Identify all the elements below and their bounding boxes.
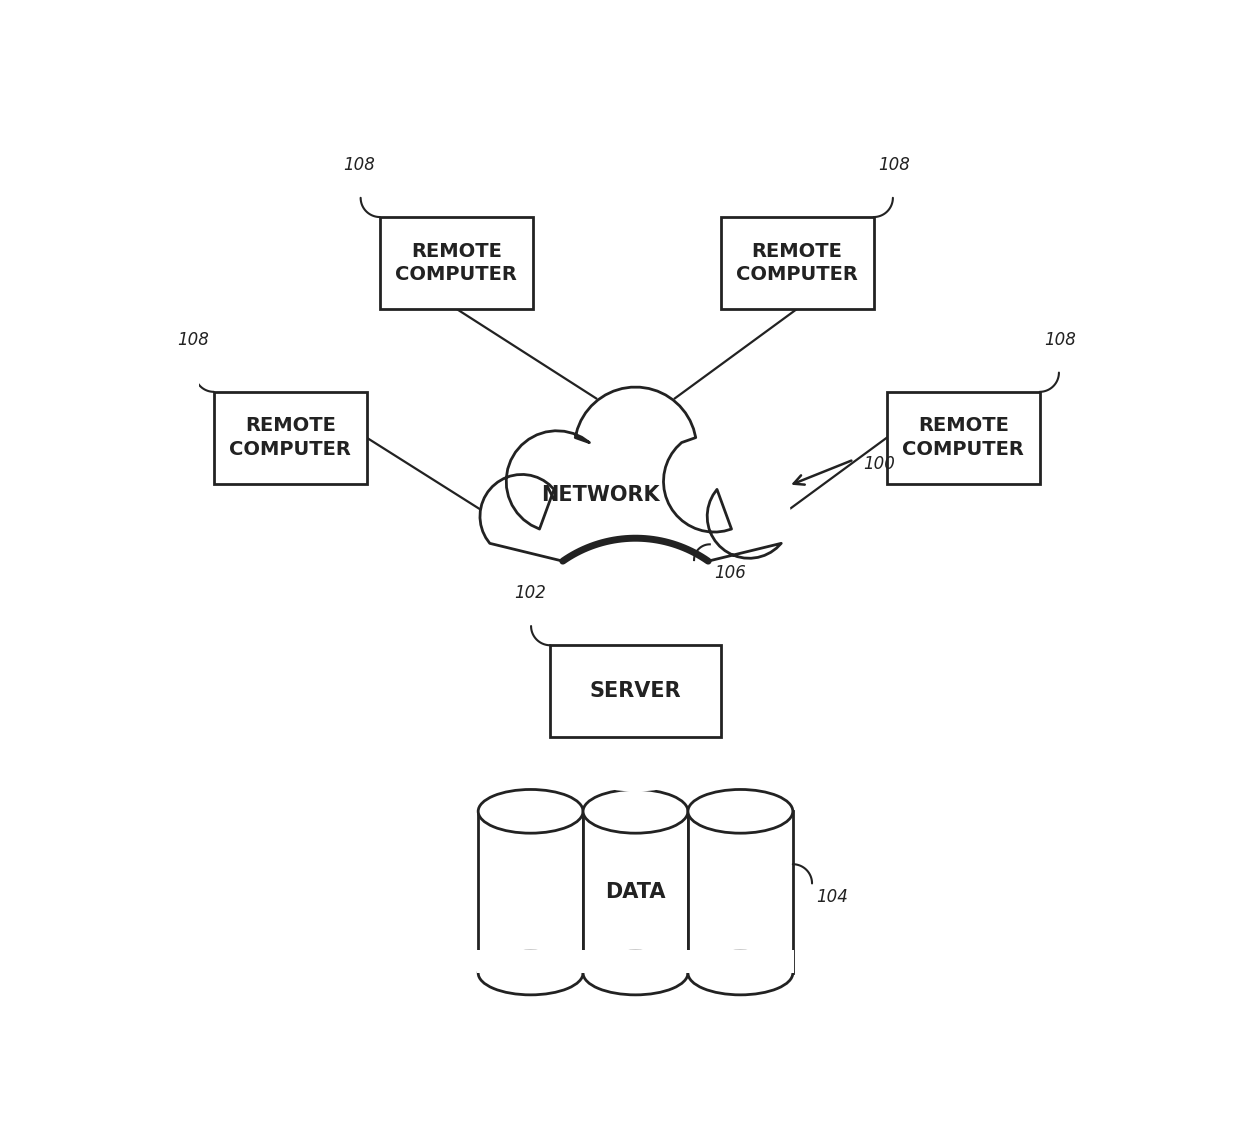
Bar xyxy=(551,646,720,737)
Ellipse shape xyxy=(479,790,583,833)
Ellipse shape xyxy=(583,951,688,995)
Bar xyxy=(583,950,688,973)
Bar xyxy=(213,392,367,484)
Text: 106: 106 xyxy=(714,564,746,582)
Text: REMOTE
COMPUTER: REMOTE COMPUTER xyxy=(737,242,858,284)
FancyBboxPatch shape xyxy=(479,812,583,973)
Text: 108: 108 xyxy=(177,331,210,348)
Circle shape xyxy=(506,430,608,532)
Circle shape xyxy=(508,538,763,792)
Ellipse shape xyxy=(479,951,583,995)
FancyBboxPatch shape xyxy=(688,812,792,973)
Text: NETWORK: NETWORK xyxy=(541,485,660,505)
Text: SERVER: SERVER xyxy=(590,681,681,701)
Circle shape xyxy=(663,430,765,532)
Text: 104: 104 xyxy=(816,888,848,906)
Text: 100: 100 xyxy=(863,455,894,473)
Text: 102: 102 xyxy=(515,585,546,603)
FancyBboxPatch shape xyxy=(583,812,688,973)
Text: 108: 108 xyxy=(1044,331,1076,348)
Text: DATA: DATA xyxy=(605,882,666,902)
Text: REMOTE
COMPUTER: REMOTE COMPUTER xyxy=(903,417,1024,459)
Text: REMOTE
COMPUTER: REMOTE COMPUTER xyxy=(396,242,517,284)
Bar xyxy=(720,217,874,309)
Ellipse shape xyxy=(688,790,792,833)
Text: 108: 108 xyxy=(343,157,376,174)
Ellipse shape xyxy=(688,951,792,995)
Bar xyxy=(379,217,533,309)
Circle shape xyxy=(574,387,697,510)
Bar xyxy=(887,392,1039,484)
Text: REMOTE
COMPUTER: REMOTE COMPUTER xyxy=(229,417,351,459)
Bar xyxy=(687,950,794,973)
Text: 108: 108 xyxy=(878,157,910,174)
Ellipse shape xyxy=(583,790,688,833)
Circle shape xyxy=(480,474,564,558)
Circle shape xyxy=(707,474,791,558)
Bar xyxy=(477,950,584,973)
